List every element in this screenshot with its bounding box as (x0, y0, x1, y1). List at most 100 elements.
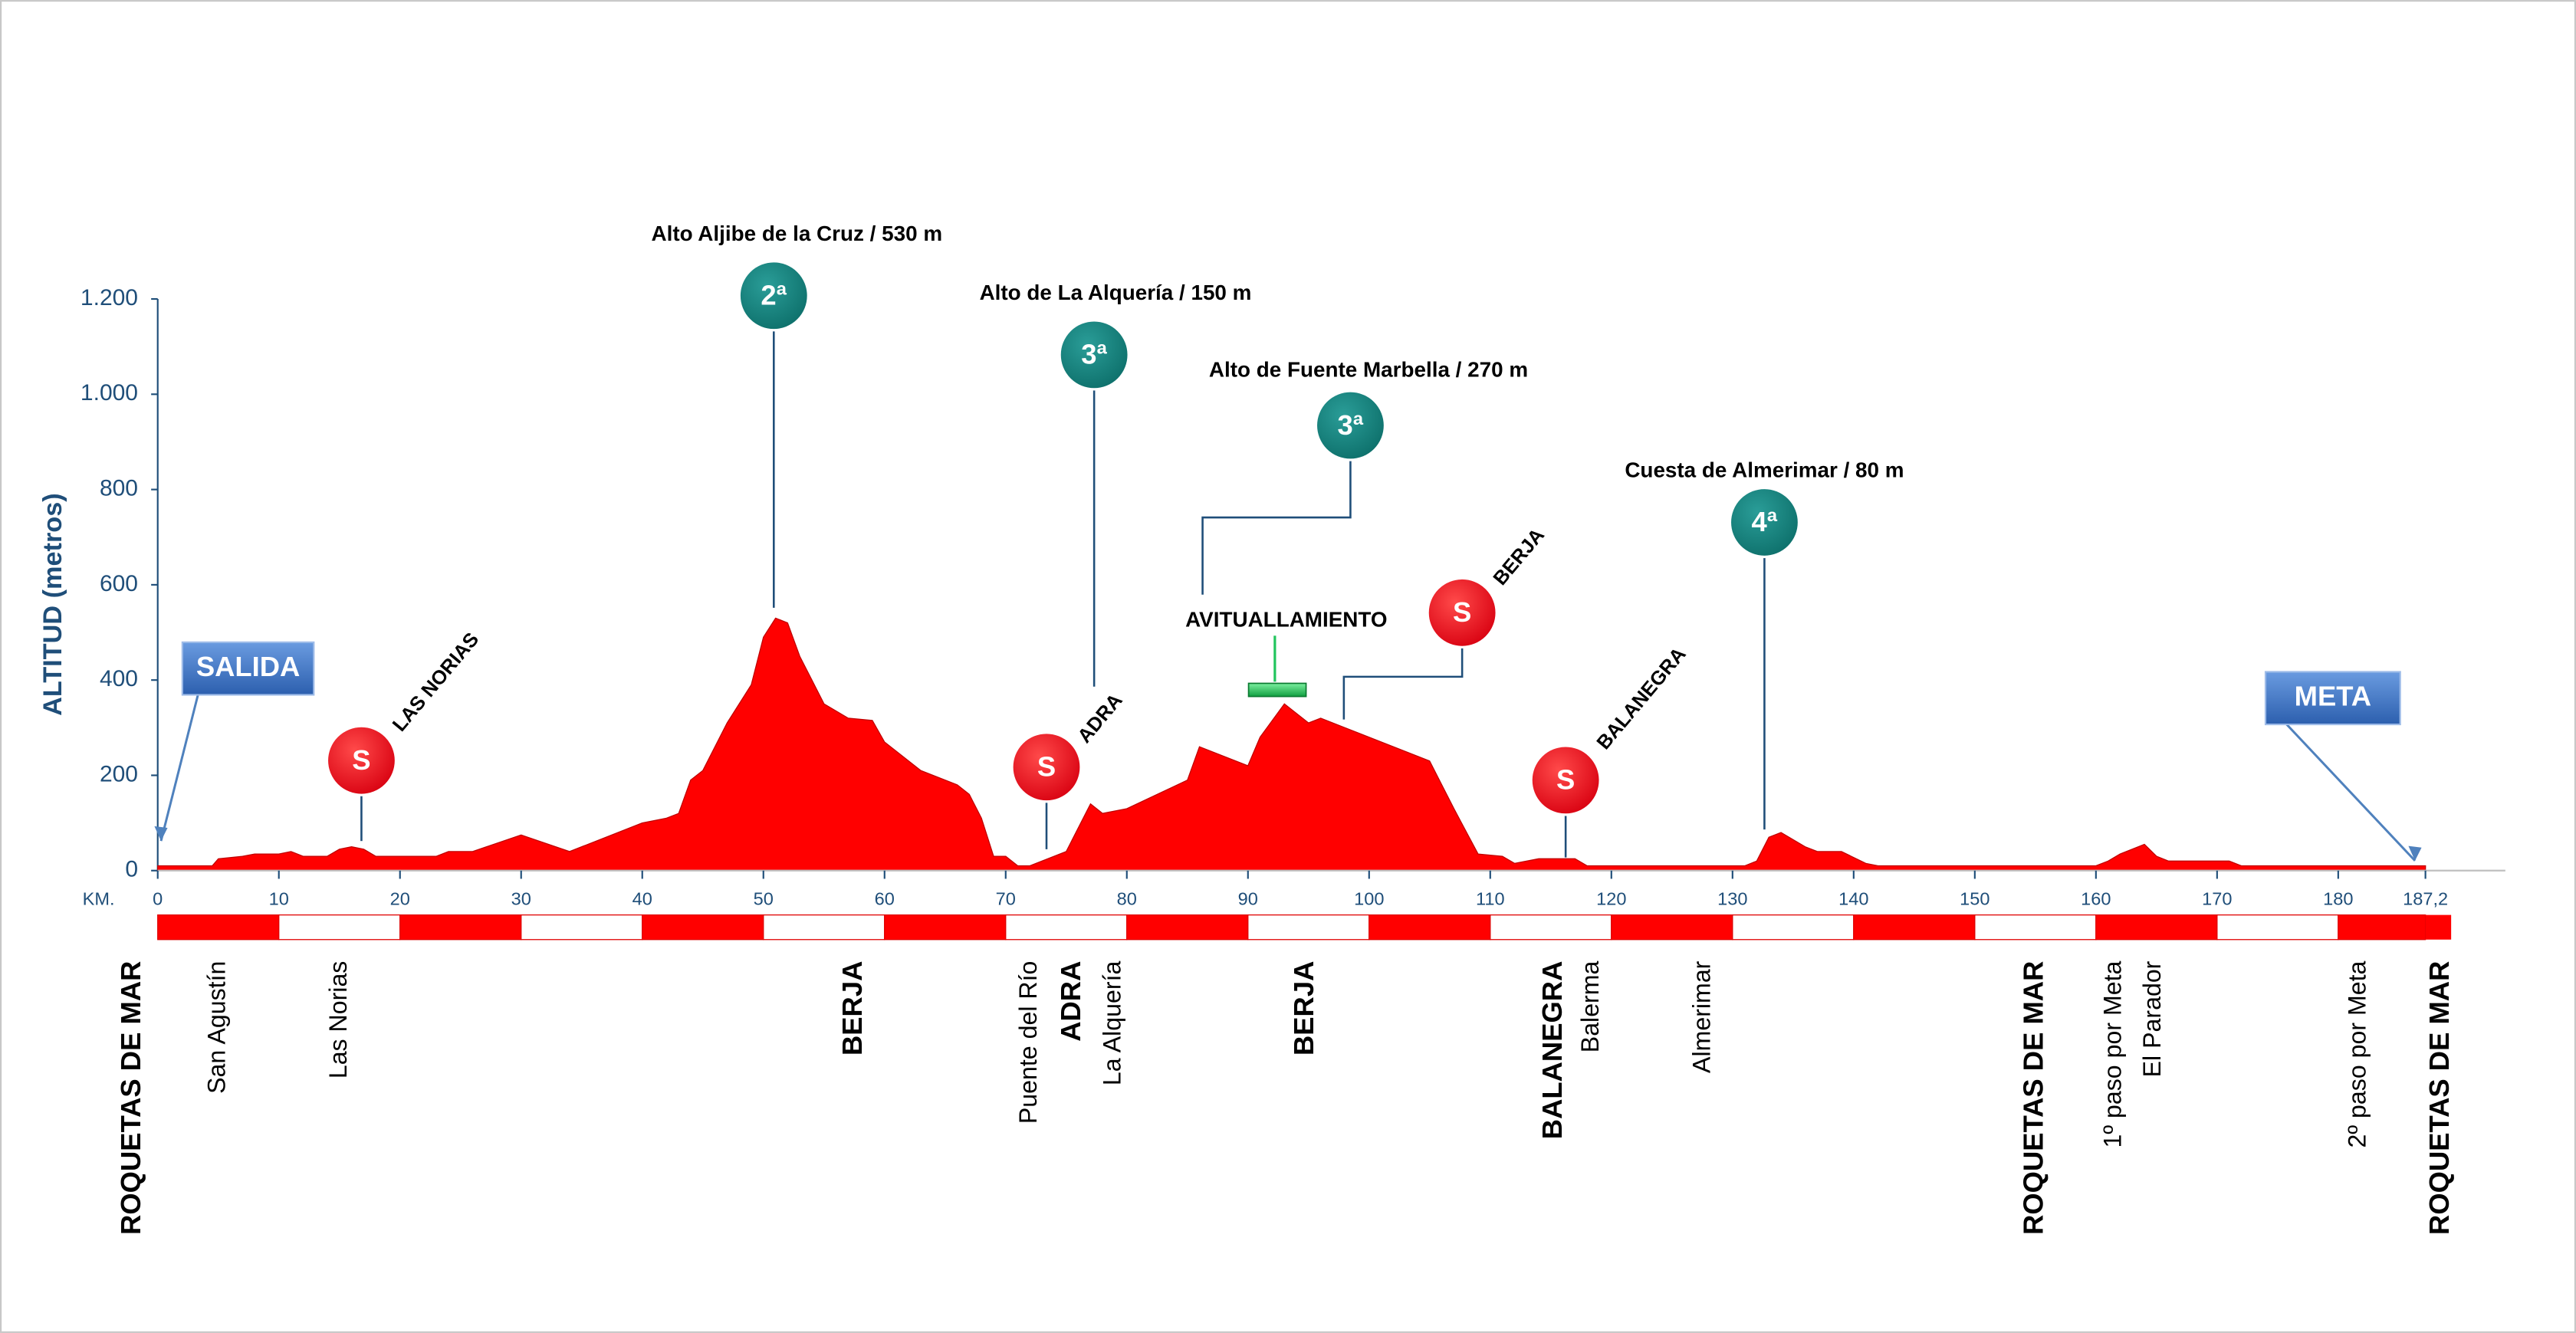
distance-band (278, 914, 401, 941)
x-tick-label: 110 (1476, 889, 1505, 909)
y-tick-label: 200 (100, 761, 138, 786)
distance-band (1490, 914, 1612, 941)
y-tick-label: 1.200 (80, 285, 138, 310)
town-label: BALANEGRA (1536, 961, 1568, 1140)
climb-name: Alto de Fuente Marbella / 270 m (1209, 358, 1528, 382)
distance-band (2425, 914, 2452, 940)
distance-band (2338, 914, 2426, 941)
climb-badge (1728, 486, 1801, 559)
climb-category: 3ª (1081, 339, 1107, 370)
town-label: BERJA (1288, 961, 1319, 1056)
town-label: BERJA (836, 961, 868, 1056)
y-axis-title: ALTITUD (metros) (38, 493, 67, 716)
town-label: El Parador (2138, 960, 2166, 1077)
finish-arrowhead (2408, 845, 2422, 861)
sprint-name: ADRA (1073, 690, 1126, 747)
town-label: 1º paso por Meta (2098, 960, 2126, 1147)
sprint-symbol: S (352, 744, 370, 776)
distance-band (399, 914, 522, 941)
town-label: La Alquería (1098, 960, 1125, 1085)
climb-badge (1058, 319, 1130, 391)
climb-leader (1201, 460, 1352, 595)
feed-zone-marker (1247, 682, 1307, 698)
climb-badge (1314, 389, 1387, 461)
x-tick-label: 160 (2081, 889, 2111, 909)
x-tick-label: 187,2 (2403, 889, 2448, 909)
sprint-symbol: S (1037, 751, 1056, 783)
town-label: Puente del Río (1014, 961, 1042, 1125)
sprint-name: BERJA (1490, 524, 1549, 589)
x-tick-label: 10 (269, 889, 289, 909)
distance-band (2095, 914, 2218, 941)
finish-arrow (2282, 720, 2417, 862)
x-tick-label: 120 (1596, 889, 1626, 909)
sprint-badge (1426, 576, 1498, 648)
x-tick-label: 60 (875, 889, 895, 909)
distance-band (1005, 914, 1128, 941)
town-label: San Agustín (202, 961, 230, 1094)
sprint-badge (1010, 731, 1083, 803)
climb-name: Alto Aljibe de la Cruz / 530 m (651, 222, 942, 245)
distance-band (521, 914, 643, 941)
distance-band (884, 914, 1007, 941)
sprint-symbol: S (1453, 596, 1471, 628)
sprint-leader (1342, 647, 1464, 720)
distance-band (763, 914, 886, 941)
town-label: ROQUETAS DE MAR (115, 961, 146, 1235)
distance-band (1974, 914, 2097, 941)
x-tick-label: 50 (754, 889, 774, 909)
y-tick-label: 0 (125, 857, 138, 882)
sprint-symbol: S (1556, 764, 1575, 796)
town-label: ROQUETAS DE MAR (2018, 961, 2049, 1235)
x-tick-label: 100 (1354, 889, 1384, 909)
x-tick-label: 80 (1117, 889, 1137, 909)
x-tick-label: 40 (632, 889, 652, 909)
sprint-name: BALANEGRA (1593, 643, 1691, 754)
town-label: 2º paso por Meta (2344, 960, 2371, 1147)
start-arrowhead (154, 826, 168, 842)
x-tick-label: 140 (1838, 889, 1868, 909)
x-tick-label: 30 (511, 889, 531, 909)
climb-category: 4ª (1752, 506, 1778, 537)
town-label: Almerimar (1688, 960, 1716, 1073)
x-tick-label: 70 (996, 889, 1016, 909)
x-tick-label: 150 (1960, 889, 1990, 909)
start-box (181, 641, 315, 696)
climb-category: 3ª (1338, 409, 1364, 441)
x-tick-label: 170 (2202, 889, 2232, 909)
distance-band (1247, 914, 1370, 941)
sprint-badge (1530, 744, 1602, 816)
distance-band (157, 914, 280, 941)
town-label: Las Norias (324, 961, 352, 1079)
town-label: Balerma (1576, 960, 1604, 1052)
x-tick-label: 0 (153, 889, 163, 909)
climb-name: Cuesta de Almerimar / 80 m (1625, 458, 1904, 481)
town-label: ROQUETAS DE MAR (2423, 961, 2455, 1235)
sprint-badge (325, 724, 398, 796)
x-tick-label: 90 (1238, 889, 1258, 909)
profile-area (157, 617, 2426, 872)
distance-band (642, 914, 764, 941)
finish-box (2264, 671, 2401, 726)
y-tick-label: 600 (100, 571, 138, 596)
climb-category: 2ª (761, 280, 787, 311)
town-label: ADRA (1055, 961, 1086, 1042)
distance-band (1732, 914, 1855, 941)
distance-band (1126, 914, 1249, 941)
x-tick-label: 130 (1717, 889, 1747, 909)
y-tick-label: 1.000 (80, 380, 138, 405)
start-arrow (159, 691, 200, 842)
feed-zone-label: AVITUALLAMIENTO (1185, 607, 1387, 631)
climb-badge (738, 260, 810, 332)
sprint-name: LAS NORIAS (389, 629, 483, 735)
distance-band (1611, 914, 1733, 941)
x-tick-label: 180 (2323, 889, 2353, 909)
distance-band (2216, 914, 2339, 941)
distance-band (1368, 914, 1491, 941)
y-tick-label: 400 (100, 666, 138, 691)
distance-band (1853, 914, 1976, 941)
x-tick-label: 20 (390, 889, 410, 909)
